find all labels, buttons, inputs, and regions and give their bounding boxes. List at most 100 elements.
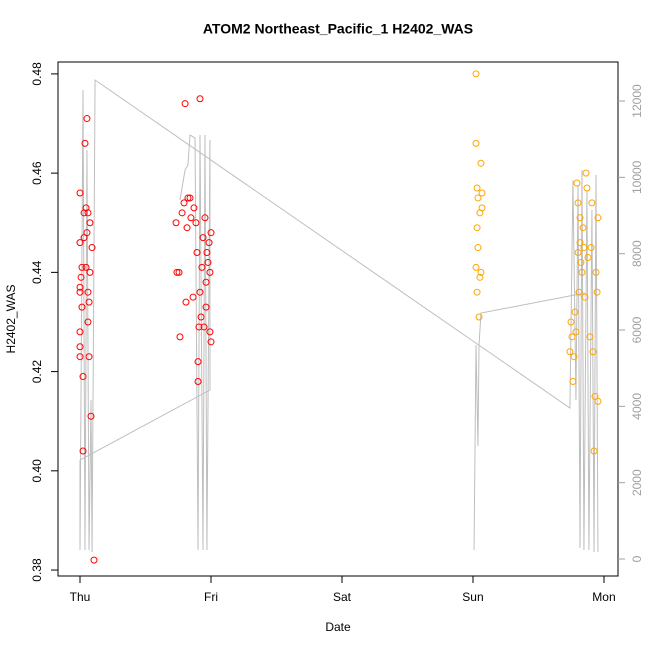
data-point <box>472 263 480 271</box>
data-point <box>189 293 197 301</box>
data-point <box>195 323 203 331</box>
data-point <box>81 139 89 147</box>
data-point <box>591 392 599 400</box>
data-point <box>79 373 87 381</box>
data-point <box>182 298 190 306</box>
data-point <box>475 313 483 321</box>
y2-tick-label: 8000 <box>630 240 644 267</box>
data-point <box>176 333 184 341</box>
data-point <box>79 447 87 455</box>
data-point <box>173 268 181 276</box>
data-point <box>576 214 584 222</box>
data-point <box>587 244 595 252</box>
data-point <box>568 333 576 341</box>
data-point <box>592 268 600 276</box>
y2-tick-label: 0 <box>630 555 644 562</box>
data-point <box>196 288 204 296</box>
data-point <box>200 323 208 331</box>
x-tick-label: Thu <box>70 590 91 604</box>
data-point <box>578 268 586 276</box>
data-point <box>473 184 481 192</box>
data-point <box>588 199 596 207</box>
data-point <box>202 303 210 311</box>
data-point <box>198 263 206 271</box>
data-point <box>76 343 84 351</box>
data-point <box>186 194 194 202</box>
data-point <box>76 353 84 361</box>
x-axis-label: Date <box>325 620 351 634</box>
y2-tick-label: 10000 <box>630 160 644 194</box>
data-point <box>175 268 183 276</box>
data-point <box>590 447 598 455</box>
data-point <box>172 219 180 227</box>
data-point <box>594 214 602 222</box>
data-point <box>478 204 486 212</box>
y-tick-label: 0.42 <box>30 360 44 384</box>
data-point <box>88 244 96 252</box>
data-point <box>593 288 601 296</box>
data-point <box>183 224 191 232</box>
data-point <box>580 244 588 252</box>
y-tick-label: 0.48 <box>30 62 44 86</box>
data-point <box>87 412 95 420</box>
x-tick-label: Sat <box>333 590 352 604</box>
data-point <box>570 353 578 361</box>
data-point <box>574 249 582 257</box>
y2-tick-label: 4000 <box>630 393 644 420</box>
data-point <box>86 219 94 227</box>
data-point <box>187 214 195 222</box>
data-point <box>473 224 481 232</box>
data-point <box>78 303 86 311</box>
data-point <box>86 268 94 276</box>
data-point <box>569 378 577 386</box>
data-point <box>571 308 579 316</box>
data-point <box>84 209 92 217</box>
data-point <box>477 268 485 276</box>
data-point <box>474 194 482 202</box>
data-point <box>576 239 584 247</box>
data-point <box>579 224 587 232</box>
data-point <box>178 209 186 217</box>
data-line <box>79 79 599 553</box>
y2-tick-label: 2000 <box>630 469 644 496</box>
data-point <box>204 258 212 266</box>
data-point <box>478 189 486 197</box>
data-point <box>575 288 583 296</box>
chart-title: ATOM2 Northeast_Pacific_1 H2402_WAS <box>203 21 473 37</box>
data-point <box>199 234 207 242</box>
y-tick-label: 0.46 <box>30 161 44 185</box>
data-point <box>77 273 85 281</box>
data-point <box>85 298 93 306</box>
data-point <box>90 556 98 564</box>
data-point <box>76 189 84 197</box>
data-point <box>574 199 582 207</box>
y-axis-label: H2402_WAS <box>4 285 18 354</box>
data-point <box>577 258 585 266</box>
data-point <box>84 318 92 326</box>
y-tick-label: 0.40 <box>30 459 44 483</box>
data-point <box>78 263 86 271</box>
data-point <box>76 288 84 296</box>
data-point <box>207 229 215 237</box>
data-point <box>206 328 214 336</box>
data-point <box>472 139 480 147</box>
y-tick-label: 0.44 <box>30 260 44 284</box>
data-point <box>584 253 592 261</box>
x-tick-label: Fri <box>204 590 218 604</box>
data-point <box>207 338 215 346</box>
data-point <box>473 288 481 296</box>
data-point <box>581 293 589 301</box>
data-point <box>477 159 485 167</box>
data-point <box>586 333 594 341</box>
data-point <box>572 328 580 336</box>
data-point <box>582 169 590 177</box>
data-point <box>205 239 213 247</box>
data-point <box>201 214 209 222</box>
data-point <box>192 219 200 227</box>
data-point <box>85 353 93 361</box>
data-point <box>203 249 211 257</box>
data-point <box>181 100 189 108</box>
y2-tick-label: 12000 <box>630 84 644 118</box>
